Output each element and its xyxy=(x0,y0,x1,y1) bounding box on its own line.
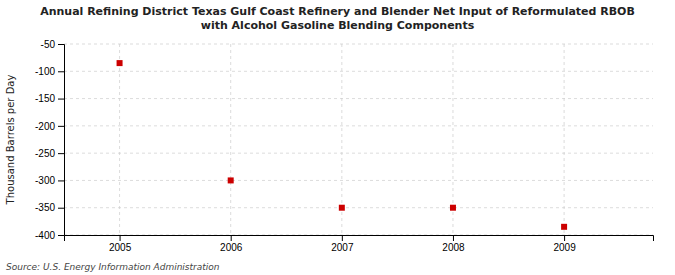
tick-mark xyxy=(231,235,232,241)
y-axis-title: Thousand Barrels per Day xyxy=(5,75,16,206)
title-line: with Alcohol Gasoline Blending Component… xyxy=(201,19,475,32)
tick-label: -200 xyxy=(35,121,55,132)
tick-mark xyxy=(120,235,121,241)
tick-mark xyxy=(58,180,64,181)
tick: 2009 xyxy=(553,235,576,253)
chart-title: Annual Refining District Texas Gulf Coas… xyxy=(40,5,635,32)
tick-label: -300 xyxy=(35,175,55,186)
tick-label: -50 xyxy=(41,39,56,50)
tick: -350 xyxy=(35,202,64,213)
tick: -250 xyxy=(35,148,64,159)
tick-mark xyxy=(342,235,343,241)
point xyxy=(561,224,567,230)
grid-line-y xyxy=(64,44,653,45)
tick: -50 xyxy=(41,39,64,50)
tick-mark xyxy=(58,235,64,236)
tick-label: 2009 xyxy=(553,242,576,253)
grid-line-y xyxy=(64,71,653,72)
source-note: Source: U.S. Energy Information Administ… xyxy=(6,262,220,272)
point xyxy=(450,205,456,211)
grid-line-y xyxy=(64,98,653,99)
tick-mark xyxy=(453,235,454,241)
grid-line-y xyxy=(64,180,653,181)
title-line: Annual Refining District Texas Gulf Coas… xyxy=(40,5,635,18)
tick-label: -250 xyxy=(35,148,55,159)
tick-mark xyxy=(58,71,64,72)
tick-label: -350 xyxy=(35,202,55,213)
tick: -150 xyxy=(35,93,64,104)
tick-label: 2005 xyxy=(109,242,132,253)
tick-label: -400 xyxy=(35,230,55,241)
tick-label: 2007 xyxy=(331,242,354,253)
tick-label: 2008 xyxy=(442,242,465,253)
tick: 2008 xyxy=(442,235,465,253)
tick: -200 xyxy=(35,121,64,132)
tick-mark xyxy=(58,208,64,209)
points xyxy=(117,60,568,230)
grid xyxy=(64,44,653,235)
tick: 2006 xyxy=(220,235,243,253)
tick-label: 2006 xyxy=(220,242,243,253)
tick-label: -150 xyxy=(35,93,55,104)
y-axis: -50 -100 -150 -200 -250 -300 -350 -400 xyxy=(35,39,65,241)
point xyxy=(339,205,345,211)
point xyxy=(117,60,123,66)
axis-line xyxy=(58,45,65,236)
grid-line-y xyxy=(64,125,653,126)
x-axis: 2005 2006 2007 2008 2009 xyxy=(65,235,654,253)
grid-line-y xyxy=(64,207,653,208)
tick-mark xyxy=(58,99,64,100)
tick-mark xyxy=(58,44,64,45)
plot-area: 20052006200720082009-50-100-150-200-250-… xyxy=(35,39,654,253)
tick-mark xyxy=(564,235,565,241)
grid-line-x xyxy=(564,44,565,235)
grid-line-x xyxy=(119,44,120,235)
tick: 2007 xyxy=(331,235,354,253)
tick: -100 xyxy=(35,66,64,77)
axis-line xyxy=(65,236,654,242)
point xyxy=(228,177,234,183)
grid-line-x xyxy=(230,44,231,235)
tick: 2005 xyxy=(109,235,132,253)
tick-label: -100 xyxy=(35,66,55,77)
tick-mark xyxy=(58,126,64,127)
tick: -400 xyxy=(35,230,64,241)
tick-mark xyxy=(58,153,64,154)
chart-root: Annual Refining District Texas Gulf Coas… xyxy=(0,0,675,275)
tick: -300 xyxy=(35,175,64,186)
grid-line-y xyxy=(64,153,653,154)
